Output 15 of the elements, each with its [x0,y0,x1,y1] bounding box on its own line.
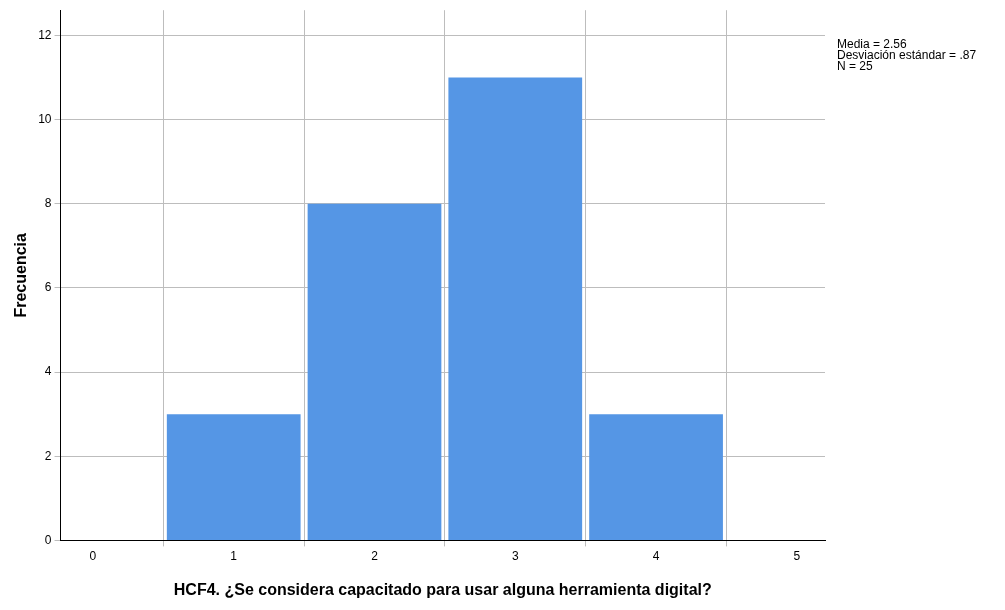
y-tick-label: 0 [44,532,52,547]
x-axis-title: HCF4. ¿Se considera capacitado para usar alguna herramienta digital? [173,580,712,598]
y-axis-title: Frecuencia [12,232,30,318]
x-tick-label: 2 [371,548,379,563]
y-tick-label: 4 [44,364,52,379]
y-tick-label: 10 [38,111,52,126]
x-tick-label: 1 [230,548,238,563]
x-tick-label: 0 [89,548,97,563]
x-tick-label: 4 [652,548,660,563]
x-tick-label: 5 [793,548,801,563]
x-tick-label: 3 [511,548,519,563]
y-tick-label: 2 [44,448,52,463]
y-tick-label: 8 [44,196,52,211]
y-tick-label: 12 [38,27,52,42]
y-tick-label: 6 [44,280,52,295]
